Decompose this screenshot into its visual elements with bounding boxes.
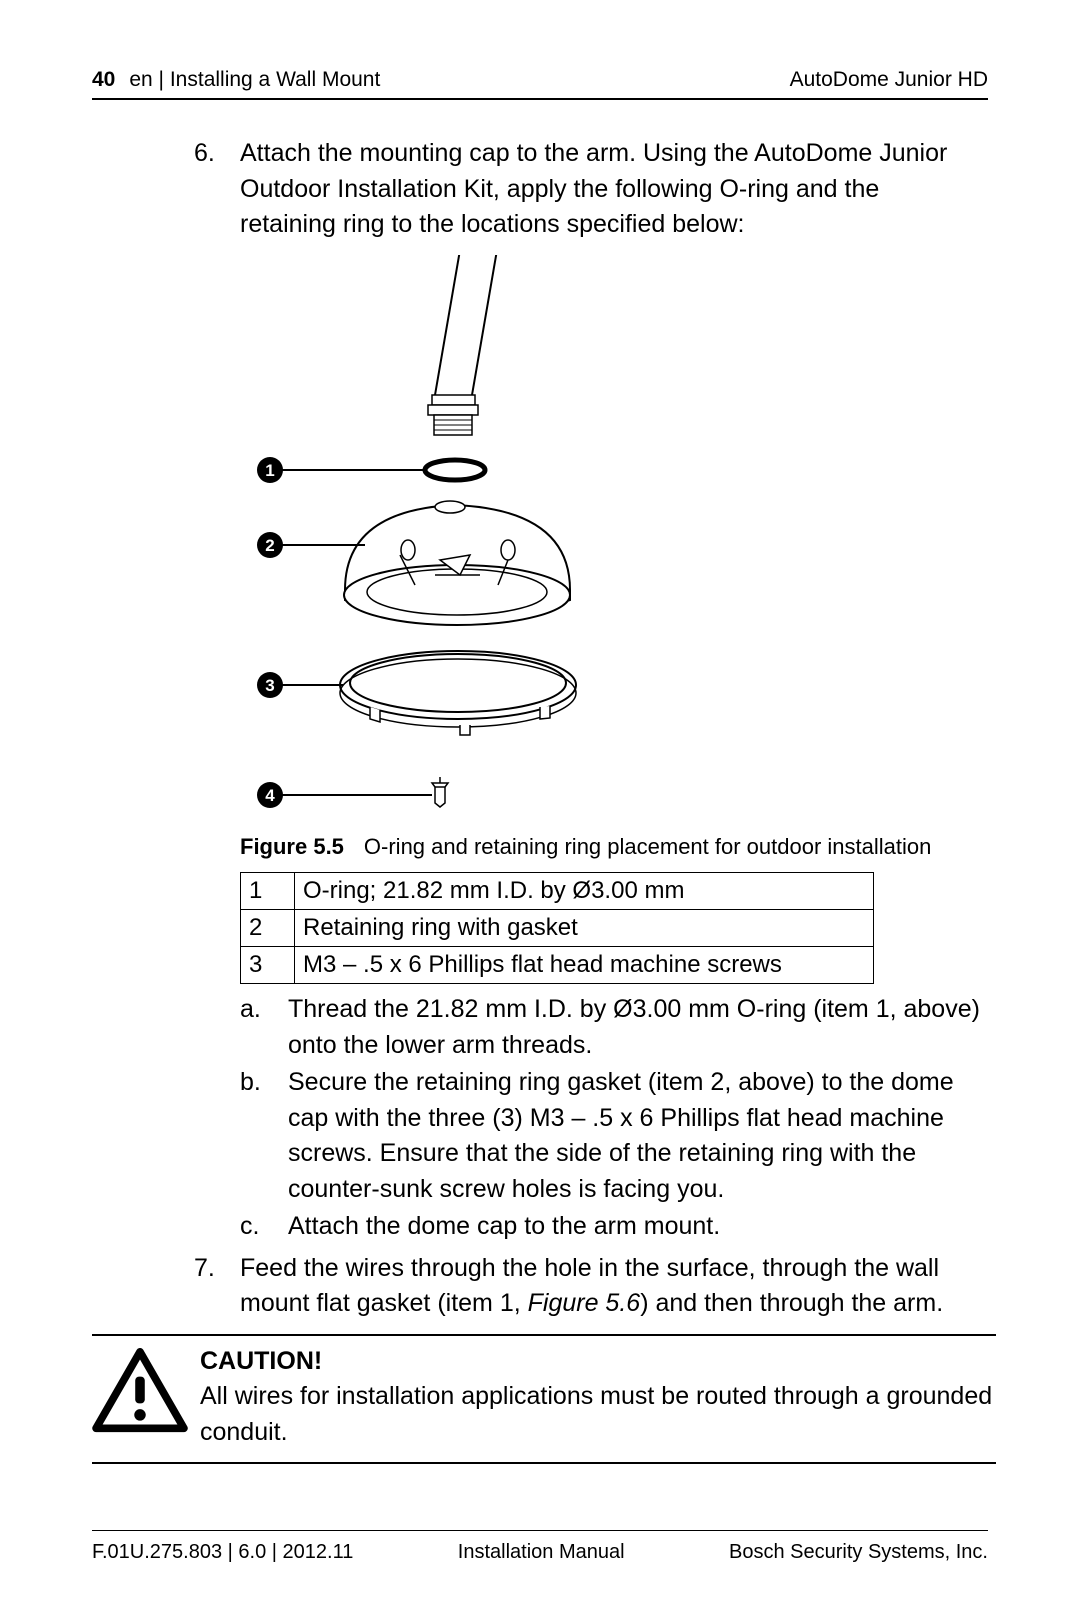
table-cell-num: 3 (241, 947, 295, 984)
substep-letter: b. (240, 1065, 288, 1207)
caution-icon (92, 1344, 192, 1451)
table-cell-desc: O-ring; 21.82 mm I.D. by Ø3.00 mm (295, 873, 874, 910)
step-7-text: Feed the wires through the hole in the s… (240, 1251, 988, 1322)
caution-block: CAUTION! All wires for installation appl… (92, 1334, 996, 1465)
page-header: 40 en | Installing a Wall Mount AutoDome… (92, 68, 988, 100)
figure-caption-text: O-ring and retaining ring placement for … (364, 831, 931, 862)
header-product: AutoDome Junior HD (790, 68, 988, 92)
caution-body: All wires for installation applications … (200, 1379, 996, 1450)
caution-text: CAUTION! All wires for installation appl… (192, 1344, 996, 1451)
footer-left: F.01U.275.803 | 6.0 | 2012.11 (92, 1541, 353, 1564)
substep-c: c. Attach the dome cap to the arm mount. (240, 1209, 988, 1245)
table-cell-desc: M3 – .5 x 6 Phillips flat head machine s… (295, 947, 874, 984)
table-row: 3 M3 – .5 x 6 Phillips flat head machine… (241, 947, 874, 984)
substep-b: b. Secure the retaining ring gasket (ite… (240, 1065, 988, 1207)
table-row: 1 O-ring; 21.82 mm I.D. by Ø3.00 mm (241, 873, 874, 910)
substep-letter: c. (240, 1209, 288, 1245)
header-section: en | Installing a Wall Mount (129, 68, 380, 92)
figure-5-5-svg: 1 2 3 4 (240, 255, 660, 815)
header-left: 40 en | Installing a Wall Mount (92, 68, 380, 92)
step-6-text: Attach the mounting cap to the arm. Usin… (240, 136, 988, 243)
step-7: 7. Feed the wires through the hole in th… (194, 1251, 988, 1322)
page-footer: F.01U.275.803 | 6.0 | 2012.11 Installati… (92, 1530, 988, 1564)
table-cell-num: 2 (241, 910, 295, 947)
step-6: 6. Attach the mounting cap to the arm. U… (194, 136, 988, 243)
substep-letter: a. (240, 992, 288, 1063)
page-content: 6. Attach the mounting cap to the arm. U… (92, 100, 988, 1464)
table-cell-desc: Retaining ring with gasket (295, 910, 874, 947)
figure-5-5: 1 2 3 4 Figure 5.5 O-ring and retaining … (240, 255, 988, 863)
table-row: 2 Retaining ring with gasket (241, 910, 874, 947)
callout-1: 1 (265, 461, 274, 480)
page-number: 40 (92, 68, 115, 92)
callout-2: 2 (265, 536, 274, 555)
figure-caption: Figure 5.5 O-ring and retaining ring pla… (240, 831, 988, 862)
step-6-number: 6. (194, 136, 240, 243)
figure-label: Figure 5.5 (240, 831, 364, 862)
table-cell-num: 1 (241, 873, 295, 910)
substep-text: Attach the dome cap to the arm mount. (288, 1209, 720, 1245)
substeps: a. Thread the 21.82 mm I.D. by Ø3.00 mm … (240, 992, 988, 1245)
parts-table: 1 O-ring; 21.82 mm I.D. by Ø3.00 mm 2 Re… (240, 872, 874, 984)
substep-text: Secure the retaining ring gasket (item 2… (288, 1065, 988, 1207)
callout-3: 3 (265, 676, 274, 695)
step-7-figure-ref: Figure 5.6 (528, 1289, 641, 1317)
step-7-number: 7. (194, 1251, 240, 1322)
caution-title: CAUTION! (200, 1344, 996, 1380)
footer-center: Installation Manual (458, 1541, 625, 1564)
substep-text: Thread the 21.82 mm I.D. by Ø3.00 mm O-r… (288, 992, 988, 1063)
footer-right: Bosch Security Systems, Inc. (729, 1541, 988, 1564)
step-7-after: ) and then through the arm. (640, 1289, 943, 1317)
substep-a: a. Thread the 21.82 mm I.D. by Ø3.00 mm … (240, 992, 988, 1063)
callout-4: 4 (265, 786, 275, 805)
